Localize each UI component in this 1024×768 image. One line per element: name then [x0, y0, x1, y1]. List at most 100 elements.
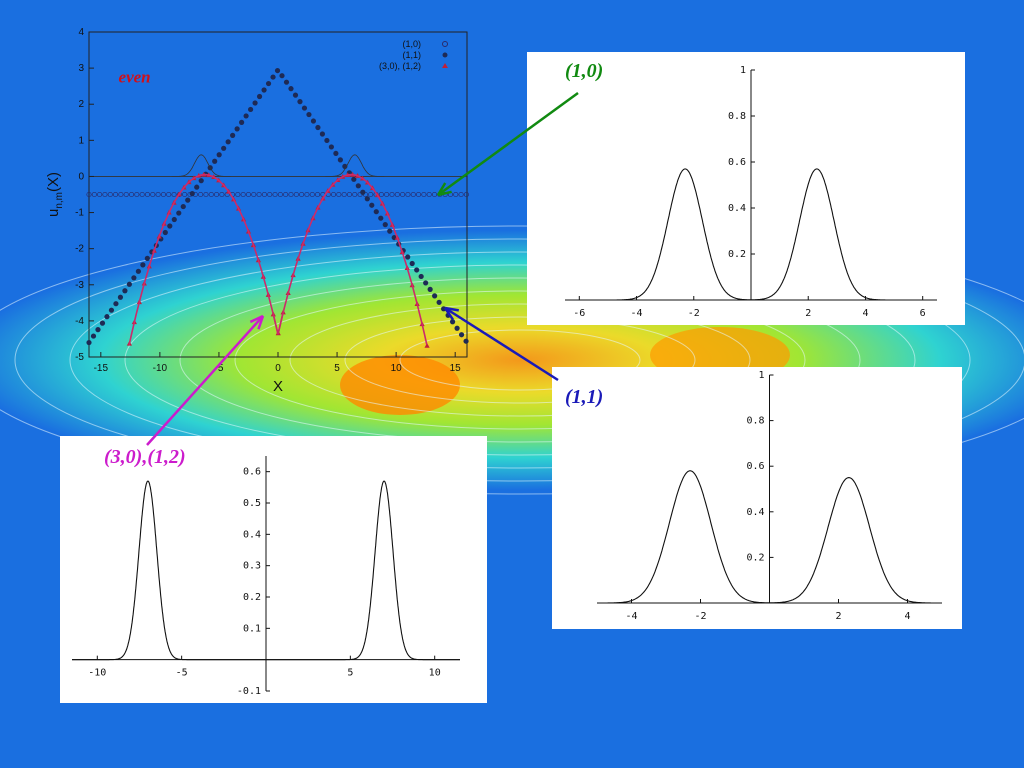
x-tick-label: 2	[835, 611, 841, 622]
series-1-1-point	[423, 280, 429, 286]
arrow-3-0-1-2	[146, 315, 264, 446]
x-tick-label: 10	[429, 668, 441, 679]
series-1-1-point	[458, 332, 465, 338]
series-1-0-point	[171, 191, 177, 198]
y-tick-label: 0.8	[746, 416, 764, 427]
series-3-0-curve	[128, 173, 284, 345]
series-1-0-point	[421, 191, 427, 198]
series-1-1-point	[292, 92, 299, 98]
series-1-0-point	[309, 191, 315, 198]
series-1-0-point	[463, 191, 469, 198]
series-1-1-point	[131, 275, 137, 281]
series-1-0-point	[267, 191, 273, 198]
bg-contour	[289, 303, 751, 417]
series-1-1-point	[432, 293, 438, 299]
series-1-0-point	[214, 191, 220, 198]
arrow-1-1-head	[443, 306, 460, 321]
x-tick-label: 5	[347, 668, 353, 679]
curve	[72, 480, 460, 661]
chart-1-1: -4 -2 2 4 0.2 0.4 0.6 0.8 1	[552, 367, 962, 629]
series-1-1-point	[324, 137, 330, 144]
series-1-1-point	[212, 158, 218, 164]
series-1-1-point	[261, 87, 267, 93]
arrow-1-1	[444, 306, 559, 382]
x-tick-label: 4	[862, 308, 868, 319]
legend-label: (1,0)	[402, 39, 421, 49]
series-1-0-point	[299, 191, 305, 198]
callout-1-0: (1,0)	[565, 60, 604, 82]
y-tick-label: 0.2	[728, 249, 746, 260]
series-1-0-point	[346, 191, 353, 198]
series-1-0-point	[352, 191, 358, 198]
series-1-0-point	[330, 191, 337, 198]
x-tick-label: -10	[153, 363, 168, 374]
series-1-0-point	[458, 191, 464, 198]
series-1-0-point	[389, 191, 395, 198]
series-1-1-point	[288, 86, 294, 92]
arrow-1-0-head	[436, 182, 452, 197]
y-tick-label: 3	[78, 63, 84, 74]
y-tick-label: 1	[740, 65, 746, 76]
x-tick-label: 4	[904, 611, 910, 622]
bg-contour	[124, 264, 916, 456]
y-tick-label: -2	[75, 244, 84, 255]
series-1-0-point	[139, 191, 145, 198]
series-1-0-point	[235, 191, 241, 198]
x-tick-label: 0	[275, 363, 281, 374]
series-1-0-point	[245, 191, 252, 198]
x-tick-label: 10	[391, 363, 403, 374]
density-bump	[171, 154, 231, 177]
y-tick-label: -3	[75, 280, 84, 291]
series-1-0-point	[336, 191, 342, 198]
y-tick-label: -1	[75, 208, 84, 219]
series-1-1-point	[90, 333, 97, 339]
series-1-0-point	[410, 191, 416, 198]
series-1-0-point	[198, 191, 204, 198]
series-1-0-point	[91, 191, 97, 198]
legend-label: (3,0), (1,2)	[379, 61, 421, 71]
x-tick-label: 5	[334, 363, 340, 374]
y-tick-label: 1	[758, 370, 764, 381]
series-1-1-point	[140, 262, 146, 268]
y-tick-label: 0.5	[243, 498, 261, 509]
series-1-0-point	[150, 191, 156, 198]
series-1-1-point	[225, 139, 231, 145]
series-1-1-point	[405, 254, 411, 260]
series-1-1-point	[99, 320, 106, 326]
annotation-even: even	[119, 68, 151, 87]
y-tick-label: 1	[78, 135, 84, 146]
series-1-1-point	[351, 176, 357, 182]
series-1-0-point	[240, 191, 246, 198]
series-1-0-point	[416, 191, 422, 198]
x-tick-label: -2	[694, 611, 706, 622]
series-1-1-point	[117, 294, 124, 300]
bg-contour	[344, 316, 696, 404]
series-1-1-point	[441, 306, 447, 312]
bg-contour	[0, 225, 1024, 495]
series-1-1-point	[409, 260, 415, 267]
bg-contour	[14, 238, 1024, 482]
y-tick-label: 4	[78, 27, 84, 38]
series-1-0-point	[384, 191, 390, 198]
series-1-0-point	[203, 191, 209, 198]
x-tick-label: -10	[88, 668, 106, 679]
series-1-0-point	[182, 191, 188, 198]
y-tick-label: -4	[75, 316, 84, 327]
x-tick-label: -4	[631, 308, 643, 319]
legend-marker	[442, 52, 448, 58]
series-1-1-point	[108, 307, 115, 313]
bg-hotspot	[340, 355, 460, 415]
y-tick-label: 0.6	[746, 461, 764, 472]
series-1-0-point	[261, 191, 267, 198]
series-1-1-point	[279, 73, 285, 79]
series-1-1-point	[239, 119, 245, 125]
y-axis-label-sub: n,m	[54, 192, 65, 209]
series-1-1-point	[252, 100, 258, 106]
series-1-1-point	[171, 216, 177, 223]
series-1-1-point	[144, 255, 150, 261]
series-1-1-point	[414, 267, 420, 273]
legend-label: (1,1)	[402, 50, 421, 60]
series-1-1-point	[162, 229, 168, 236]
series-1-1-point	[185, 197, 191, 203]
x-tick-label: 6	[920, 308, 926, 319]
